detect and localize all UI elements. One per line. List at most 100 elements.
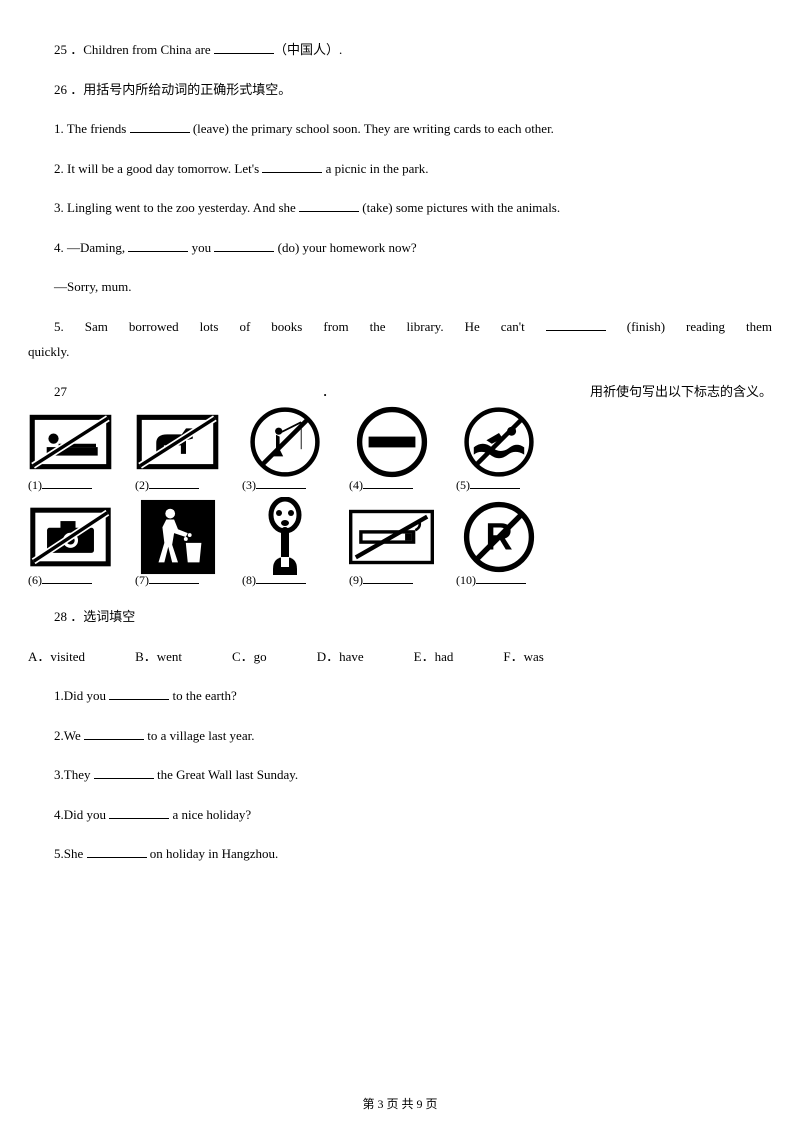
q28-2-pre: 2.We	[54, 728, 84, 743]
sign-10-num: (10)	[456, 573, 476, 587]
sign-10-blank	[476, 572, 526, 584]
q26-1-blank	[130, 120, 190, 133]
q28-4-pre: 4.Did you	[54, 807, 109, 822]
q26-3: 3. Lingling went to the zoo yesterday. A…	[28, 198, 772, 218]
q26-2: 2. It will be a good day tomorrow. Let's…	[28, 159, 772, 179]
q28-2: 2.We to a village last year.	[28, 726, 772, 746]
q28-opt-d: D．have	[317, 647, 364, 667]
q25-pre: Children from China are	[83, 42, 214, 57]
q26-sorry: —Sorry, mum.	[28, 277, 772, 297]
sign-6-num: (6)	[28, 573, 42, 587]
signs-row-2: (6) (7)	[28, 504, 772, 589]
q26-sorry-text: —Sorry, mum.	[54, 279, 132, 294]
q26-4-blank2	[214, 239, 274, 252]
q28-opt-a: A．visited	[28, 647, 85, 667]
no-camera-icon	[28, 506, 113, 568]
q28-2-post: to a village last year.	[144, 728, 254, 743]
sign-6-blank	[42, 572, 92, 584]
page-content: 25 ．Children from China are （中国人）. 26 ．用…	[28, 40, 772, 864]
q27-title-text: 用祈使句写出以下标志的含义。	[590, 382, 772, 402]
q26-1: 1. The friends (leave) the primary schoo…	[28, 119, 772, 139]
sign-3-num: (3)	[242, 478, 256, 492]
q26-4: 4. —Daming, you (do) your homework now?	[28, 238, 772, 258]
q28-3-post: the Great Wall last Sunday.	[154, 767, 298, 782]
no-smoking-icon	[349, 508, 434, 566]
q28-1-pre: 1.Did you	[54, 688, 109, 703]
q27-title-line: 27 ． 用祈使句写出以下标志的含义。	[28, 382, 772, 402]
sign-8-blank	[256, 572, 306, 584]
sign-9-blank	[363, 572, 413, 584]
sign-8-num: (8)	[242, 573, 256, 587]
q26-4-blank1	[128, 239, 188, 252]
q26-1-pre: 1. The friends	[54, 121, 130, 136]
sign-7-num: (7)	[135, 573, 149, 587]
q28-opt-c: C．go	[232, 647, 267, 667]
sign-3-blank	[256, 477, 306, 489]
sign-7: (7)	[135, 504, 220, 589]
q26-4-mid: you	[188, 240, 214, 255]
q26-title-text: 用括号内所给动词的正确形式填空。	[83, 82, 291, 97]
q25-num: 25 ．	[54, 42, 83, 57]
no-lying-icon	[28, 413, 113, 471]
q25-blank	[214, 41, 274, 54]
q28-5-pre: 5.She	[54, 846, 87, 861]
q28-num: 28 ．	[54, 609, 83, 624]
sign-2-num: (2)	[135, 478, 149, 492]
q26-5-blank	[546, 318, 606, 331]
q28-opt-e: E．had	[414, 647, 454, 667]
q28-opt-b: B．went	[135, 647, 182, 667]
no-parking-icon: R	[463, 501, 535, 573]
sign-1: (1)	[28, 409, 113, 494]
q28-5: 5.She on holiday in Hangzhou.	[28, 844, 772, 864]
signs-block: (1) (2)	[28, 409, 772, 589]
sign-9: (9)	[349, 504, 434, 589]
q26-4-post: (do) your homework now?	[274, 240, 416, 255]
q28-4-blank	[109, 806, 169, 819]
litter-bin-icon	[139, 498, 217, 576]
q26-5b: quickly.	[28, 342, 772, 362]
signs-row-1: (1) (2)	[28, 409, 772, 494]
q26-5-pre: 5. Sam borrowed lots of books from the l…	[54, 319, 546, 334]
sign-10: R (10)	[456, 504, 541, 589]
q28-1: 1.Did you to the earth?	[28, 686, 772, 706]
q28-options: A．visited B．went C．go D．have E．had F．was	[28, 647, 772, 667]
q26-2-blank	[262, 160, 322, 173]
q28-2-blank	[84, 727, 144, 740]
quiet-icon	[254, 497, 316, 577]
q26-title: 26 ．用括号内所给动词的正确形式填空。	[28, 80, 772, 100]
sign-5-blank	[470, 477, 520, 489]
sign-3: (3)	[242, 409, 327, 494]
q26-num: 26 ．	[54, 82, 83, 97]
q28-3-pre: 3.They	[54, 767, 94, 782]
sign-8: (8)	[242, 504, 327, 589]
no-dogs-icon	[135, 413, 220, 471]
sign-5-num: (5)	[456, 478, 470, 492]
sign-5: (5)	[456, 409, 541, 494]
q26-5-post: (finish) reading them	[606, 319, 772, 334]
sign-6: (6)	[28, 504, 113, 589]
sign-1-blank	[42, 477, 92, 489]
q26-2-pre: 2. It will be a good day tomorrow. Let's	[54, 161, 262, 176]
q28-5-blank	[87, 845, 147, 858]
q26-3-post: (take) some pictures with the animals.	[359, 200, 560, 215]
q26-1-post: (leave) the primary school soon. They ar…	[190, 121, 554, 136]
sign-4: (4)	[349, 409, 434, 494]
sign-4-blank	[363, 477, 413, 489]
q27-dot: ．	[322, 384, 335, 399]
no-entry-icon	[356, 406, 428, 478]
sign-2: (2)	[135, 409, 220, 494]
sign-2-blank	[149, 477, 199, 489]
q26-5: 5. Sam borrowed lots of books from the l…	[28, 317, 772, 337]
q28-3: 3.They the Great Wall last Sunday.	[28, 765, 772, 785]
sign-1-num: (1)	[28, 478, 42, 492]
no-swimming-icon	[463, 406, 535, 478]
q28-opt-f: F．was	[503, 647, 543, 667]
q26-2-post: a picnic in the park.	[322, 161, 428, 176]
sign-9-num: (9)	[349, 573, 363, 587]
page-number: 第 3 页 共 9 页	[362, 1097, 437, 1111]
q28-4: 4.Did you a nice holiday?	[28, 805, 772, 825]
q28-title-text: 选词填空	[83, 609, 135, 624]
q25: 25 ．Children from China are （中国人）.	[28, 40, 772, 60]
page-footer: 第 3 页 共 9 页	[0, 1095, 800, 1113]
q26-4-pre: 4. —Daming,	[54, 240, 128, 255]
